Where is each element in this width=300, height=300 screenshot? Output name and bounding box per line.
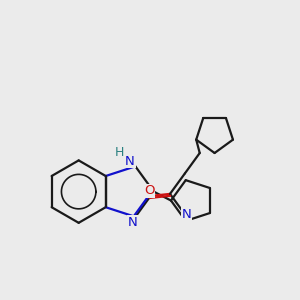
Text: N: N bbox=[182, 208, 191, 221]
Text: H: H bbox=[115, 146, 124, 159]
Text: N: N bbox=[128, 216, 137, 229]
Text: N: N bbox=[125, 154, 135, 167]
Text: O: O bbox=[144, 184, 154, 197]
